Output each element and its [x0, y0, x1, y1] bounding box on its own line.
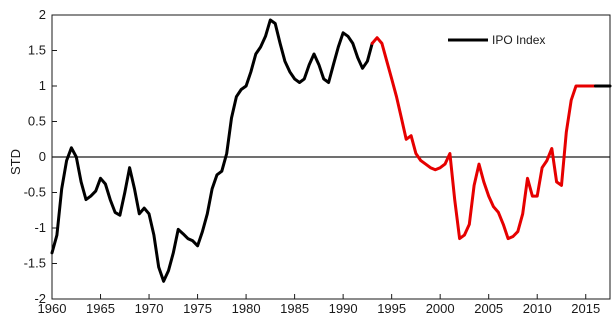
- x-tick-label: 1965: [86, 301, 115, 316]
- x-tick-label: 1995: [377, 301, 406, 316]
- series-line-before-1993: [50, 18, 374, 283]
- y-tick-label: -1: [34, 220, 46, 235]
- x-tick-label: 2010: [523, 301, 552, 316]
- series-line-1993-2016-highlight: [370, 36, 597, 241]
- y-tick-label: 0.5: [28, 114, 46, 129]
- x-tick-label: 1960: [38, 301, 67, 316]
- x-tick-label: 1990: [329, 301, 358, 316]
- legend: IPO Index: [448, 33, 545, 47]
- y-tick-label: -2: [34, 291, 46, 306]
- y-tick-label: 1: [39, 78, 46, 93]
- x-tick-label: 1975: [183, 301, 212, 316]
- y-tick-label: -1.5: [24, 256, 46, 271]
- y-tick-label: 2: [39, 7, 46, 22]
- y-tick-label: -0.5: [24, 185, 46, 200]
- axes: -2 -1.5 -1 -0.5 0 0.5 1 1.5 2 1960 1965 1970 1975 198…: [24, 7, 611, 316]
- y-axis-title: STD: [8, 149, 23, 175]
- x-tick-label: 2015: [571, 301, 600, 316]
- x-tick-label: 2005: [474, 301, 503, 316]
- y-tick-label: 0: [39, 149, 46, 164]
- x-tick-label: 1970: [135, 301, 164, 316]
- x-tick-label: 1980: [232, 301, 261, 316]
- legend-label: IPO Index: [492, 33, 545, 47]
- series-lines: [50, 18, 612, 283]
- y-tick-label: 1.5: [28, 43, 46, 58]
- x-tick-label: 2000: [426, 301, 455, 316]
- x-tick-label: 1985: [280, 301, 309, 316]
